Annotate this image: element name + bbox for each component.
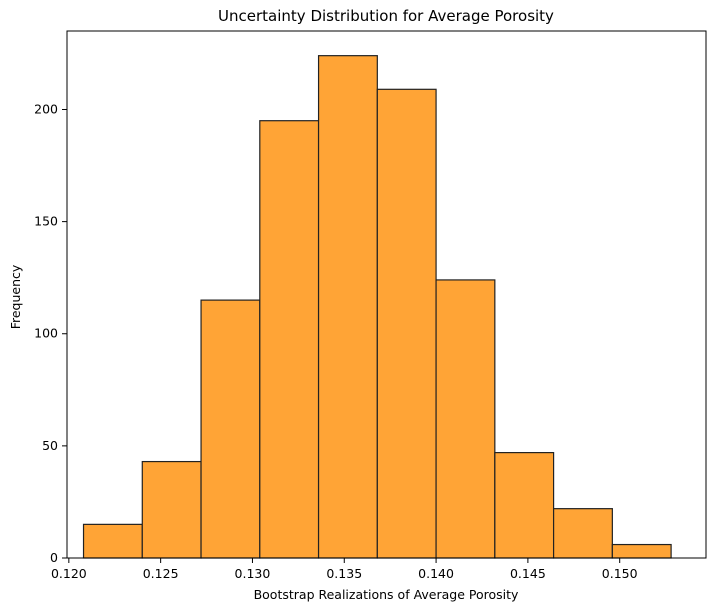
x-axis-label: Bootstrap Realizations of Average Porosi… xyxy=(254,587,519,602)
histogram-bar xyxy=(611,543,672,559)
histogram-bar xyxy=(552,508,613,559)
chart-title: Uncertainty Distribution for Average Por… xyxy=(218,7,554,25)
y-axis-label: Frequency xyxy=(8,264,23,329)
plot-frame xyxy=(66,30,707,559)
x-tick-label: 0.135 xyxy=(326,566,362,581)
x-tick-label: 0.140 xyxy=(418,566,454,581)
histogram-bar xyxy=(494,452,555,559)
x-tick-label: 0.130 xyxy=(235,566,271,581)
histogram-bar xyxy=(141,460,202,559)
y-tick-label: 100 xyxy=(34,326,58,341)
histogram-bar xyxy=(82,523,143,559)
x-tick-label: 0.120 xyxy=(51,566,87,581)
y-tick-label: 200 xyxy=(34,101,58,116)
y-tick-label: 0 xyxy=(50,550,58,565)
histogram-bars xyxy=(82,55,672,559)
histogram-bar xyxy=(376,88,437,559)
x-tick-label: 0.150 xyxy=(602,566,638,581)
y-tick-label: 50 xyxy=(42,438,58,453)
histogram-bar xyxy=(435,279,496,559)
y-axis-ticks: 0 50 100 150 200 xyxy=(34,101,67,565)
x-tick-label: 0.145 xyxy=(510,566,546,581)
histogram-bar xyxy=(259,120,320,559)
x-tick-label: 0.125 xyxy=(143,566,179,581)
histogram-bar xyxy=(317,55,378,559)
x-axis-ticks: 0.120 0.125 0.130 0.135 0.140 0.145 0.150 xyxy=(51,558,638,581)
y-tick-label: 150 xyxy=(34,214,58,229)
histogram-bar xyxy=(200,299,261,559)
